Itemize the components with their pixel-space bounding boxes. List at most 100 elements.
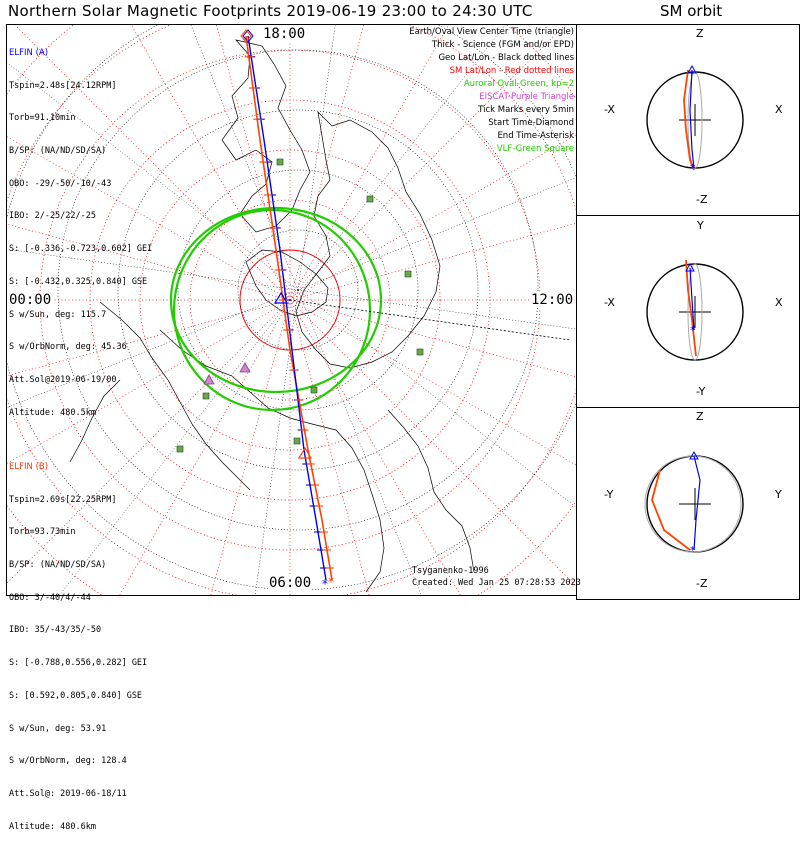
sm-longitude-line (289, 25, 450, 301)
map-layer: * * (7, 25, 576, 595)
sm-longitude-line (14, 25, 291, 301)
geo-longitude-line (7, 62, 299, 291)
geo-latitude-circle (117, 109, 479, 471)
mlt-label-right: 12:00 (530, 292, 575, 308)
geo-longitude-line (297, 289, 576, 508)
legend-item: Thick - Science (FGM and/or EPD) (431, 40, 574, 50)
auroral-oval-outer (172, 208, 372, 412)
elfin-a-line: OBO: -29/-50/-10/-43 (9, 178, 112, 189)
elfin-a-line: S w/Sun, deg: 115.7 (9, 309, 107, 320)
legend-item: EISCAT-Purple Triangle (479, 92, 574, 102)
sm-longitude-line (289, 223, 576, 301)
page-title: Northern Solar Magnetic Footprints 2019-… (8, 2, 533, 20)
mlt-label-left: 00:00 (8, 292, 53, 308)
sm-longitude-line (289, 299, 370, 595)
sm-longitude-line (289, 134, 576, 301)
eiscat-triangle (239, 362, 251, 373)
elfin-b-orbit (651, 469, 691, 551)
geo-latitude-circle (57, 49, 539, 531)
elfin-a-line: Att.Sol@2019-06-19/00 (9, 375, 117, 385)
elfin-b-line: Altitude: 480.6km (9, 821, 96, 832)
elfin-b-end-asterisk: * (328, 575, 334, 589)
sm-longitude-line (289, 299, 461, 595)
axis-label-bottom: -Z (696, 193, 708, 206)
sm-longitude-line (210, 299, 291, 595)
axis-label-left: -X (604, 103, 615, 116)
elfin-b-line: OBO: 3/-40/4/-44 (9, 592, 91, 603)
mlt-label-bottom: 06:00 (268, 575, 313, 591)
geo-longitude-line (7, 289, 299, 408)
elfin-a-title: ELFIN (A) (9, 47, 49, 58)
axis-label-right: X (775, 103, 783, 116)
sm-longitude-line (7, 299, 291, 584)
orbit-start-marker (687, 64, 697, 74)
legend-item: Tick Marks every 5min (478, 105, 574, 115)
elfin-a-line: S: [-0.336,-0.723,0.602] GEI (9, 244, 153, 255)
model-credit: Tsyganenko-1996 (412, 566, 489, 576)
geo-latitude-circle (237, 229, 359, 351)
axis-label-right: X (775, 296, 783, 309)
orbit-reference (687, 263, 703, 361)
coastline (69, 379, 121, 463)
elfin-b-line: S w/Sun, deg: 53.91 (9, 723, 107, 734)
geo-latitude-circle (177, 169, 419, 411)
sm-longitude-line (7, 299, 291, 464)
sm-longitude-line (289, 299, 576, 377)
sm-longitude-line (7, 223, 291, 301)
geo-longitude-line (297, 25, 506, 291)
legend-item: SM Lat/Lon - Red dotted lines (449, 66, 574, 76)
elfin-a-end-asterisk: * (322, 577, 328, 591)
elfin-b-line: S: [0.592,0.805,0.840] GSE (9, 690, 143, 701)
axis-label-bottom: -Y (696, 385, 706, 398)
coastline (99, 301, 251, 491)
axis-label-top: Y (697, 219, 704, 232)
created-timestamp: Created: Wed Jan 25 07:28:53 2023 (412, 578, 581, 588)
sm-longitude-line (289, 25, 566, 301)
sm-longitude-line (289, 299, 576, 466)
elfin-a-line: S: [-0.432,0.325,0.840] GSE (9, 276, 148, 287)
elfin-b-line: Att.Sol@: 2019-06-18/11 (9, 789, 127, 799)
elfin-a-track (247, 35, 327, 581)
axis-label-left: -Y (604, 488, 614, 501)
vlf-square (416, 348, 424, 356)
sm-longitude-line (289, 299, 576, 587)
elfin-b-orbit (683, 69, 695, 171)
elfin-b-line: B/SP: (NA/ND/SD/SA) (9, 559, 107, 570)
vlf-square (310, 386, 318, 394)
vlf-square (176, 445, 184, 453)
legend-item: Start Time-Diamond (488, 118, 574, 128)
elfin-b-line: S w/OrbNorm, deg: 128.4 (9, 756, 127, 767)
orbit-panel-xz (576, 24, 800, 216)
elfin-a-center-triangle (273, 291, 289, 304)
coastline (387, 409, 475, 573)
terminator-line (289, 299, 571, 341)
elfin-a-line: Torb=91.10min (9, 113, 76, 124)
elfin-b-orbit (685, 259, 697, 357)
orbit-start-marker (685, 262, 695, 272)
orbit-title: SM orbit (660, 2, 723, 20)
geo-longitude-line (190, 25, 299, 291)
sm-longitude-line (289, 25, 365, 301)
sm-latitude-circle (189, 199, 391, 401)
legend-item: Geo Lat/Lon - Black dotted lines (438, 53, 574, 63)
coastline (221, 39, 311, 233)
sm-longitude-line (7, 136, 291, 301)
coastline (295, 110, 441, 369)
legend-item: Earth/Oval View Center Time (triangle) (409, 27, 574, 37)
elfin-b-track (245, 35, 333, 581)
elfin-a-orbit (693, 455, 701, 551)
geo-longitude-line (7, 248, 299, 291)
legend-item: End Time-Asterisk (497, 131, 574, 141)
legend-item: VLF-Green Square (496, 144, 574, 154)
axis-label-left: -X (604, 296, 615, 309)
geo-longitude-line (59, 289, 299, 595)
orbit-start-marker (689, 450, 699, 460)
axis-label-right: Y (775, 488, 782, 501)
orbit-reference (644, 455, 742, 553)
elfin-a-orbit (689, 69, 695, 169)
sm-longitude-line (7, 299, 291, 377)
coastline (245, 249, 329, 317)
elfin-b-info: ELFIN (B) Tspin=2.69s[22.25RPM] Torb=93.… (9, 440, 147, 844)
axis-label-top: Z (696, 410, 704, 423)
auroral-oval-inner (169, 206, 383, 394)
